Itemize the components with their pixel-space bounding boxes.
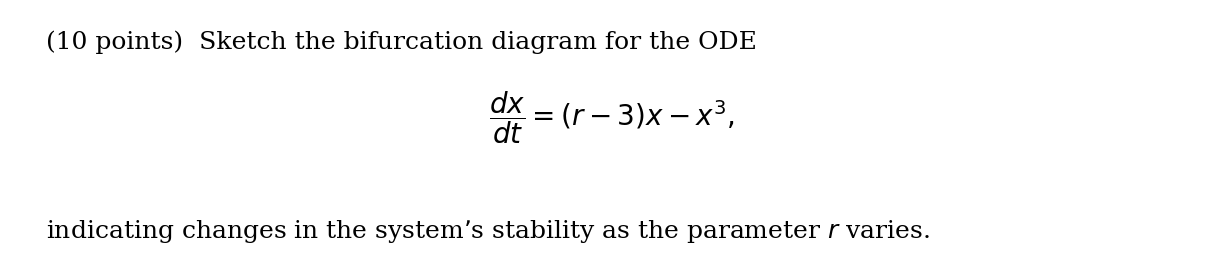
Text: (10 points)  Sketch the bifurcation diagram for the ODE: (10 points) Sketch the bifurcation diagr… — [47, 30, 756, 54]
Text: indicating changes in the system’s stability as the parameter $r$ varies.: indicating changes in the system’s stabi… — [47, 218, 930, 245]
Text: $\dfrac{dx}{dt} = (r - 3)x - x^3,$: $\dfrac{dx}{dt} = (r - 3)x - x^3,$ — [490, 90, 734, 146]
